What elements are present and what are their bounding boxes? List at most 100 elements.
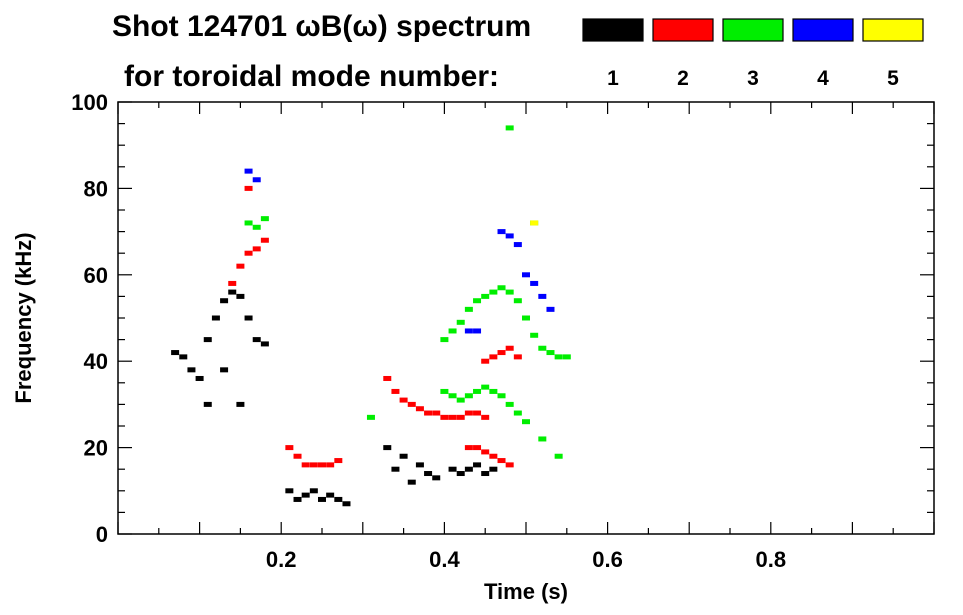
point-1-16	[293, 496, 302, 502]
point-2-10	[318, 462, 326, 468]
point-1-11	[260, 341, 269, 347]
point-1-31	[456, 471, 465, 477]
point-3-11	[497, 285, 506, 291]
point-2-29	[489, 453, 498, 459]
point-1-30	[448, 466, 457, 472]
point-2-18	[424, 410, 433, 416]
point-1-23	[383, 445, 392, 451]
point-2-14	[391, 388, 400, 394]
point-2-2	[244, 250, 253, 256]
y-tick-label: 20	[84, 436, 108, 461]
point-3-15	[530, 332, 539, 338]
point-1-7	[228, 289, 237, 295]
series-1	[171, 289, 498, 507]
point-1-8	[236, 293, 245, 299]
point-3-4	[440, 337, 449, 343]
legend: 1 2 3 4 5	[582, 18, 924, 90]
x-tick-label: 0.6	[592, 547, 623, 572]
point-2-8	[301, 462, 310, 468]
point-2-3	[252, 246, 261, 252]
point-1-15	[285, 488, 294, 494]
point-2-32	[481, 358, 490, 364]
point-2-30	[497, 458, 506, 464]
legend-label-4: 4	[817, 67, 829, 90]
point-3-8	[473, 298, 482, 304]
point-2-12	[334, 458, 343, 464]
legend-label-1: 1	[607, 67, 619, 90]
point-2-7	[293, 453, 302, 459]
point-2-34	[497, 350, 506, 356]
point-1-6	[220, 298, 229, 304]
point-1-4	[203, 337, 212, 343]
point-2-25	[481, 414, 490, 420]
point-3-22	[456, 397, 465, 403]
point-3-2	[260, 216, 269, 222]
point-1-22	[342, 501, 351, 507]
point-2-31	[505, 462, 514, 468]
point-3-12	[505, 289, 514, 295]
point-3-10	[489, 289, 498, 295]
point-2-16	[407, 401, 416, 407]
point-1-17	[301, 492, 310, 498]
point-3-28	[505, 401, 514, 407]
point-1-33	[473, 462, 482, 468]
point-3-32	[554, 453, 563, 459]
point-4-6	[513, 242, 522, 248]
point-3-0	[244, 220, 253, 226]
point-2-11	[326, 462, 335, 468]
point-1-20	[326, 492, 335, 498]
point-2-0	[228, 280, 237, 286]
point-2-26	[464, 445, 473, 451]
point-3-14	[522, 315, 530, 321]
point-4-8	[530, 280, 539, 286]
point-5-0	[530, 220, 539, 226]
point-4-9	[538, 293, 547, 299]
tick-labels: 0.2 0.4 0.6 0.8 0 20 40 60 80 100	[71, 90, 786, 572]
point-4-1	[252, 177, 261, 183]
point-2-23	[464, 410, 473, 416]
y-tick-label: 0	[96, 522, 108, 547]
point-4-7	[522, 272, 530, 278]
point-3-31	[538, 436, 547, 442]
point-1-10	[252, 337, 261, 343]
point-2-15	[399, 397, 408, 403]
point-3-5	[448, 328, 457, 334]
x-tick-label: 0.2	[266, 547, 297, 572]
point-2-9	[309, 462, 318, 468]
x-tick-label: 0.8	[756, 547, 787, 572]
point-3-26	[489, 388, 498, 394]
point-2-27	[473, 445, 482, 451]
point-1-2	[187, 367, 196, 373]
series-3	[244, 125, 571, 459]
point-3-24	[473, 388, 482, 394]
point-3-9	[481, 293, 490, 299]
legend-swatch-5	[862, 18, 924, 42]
point-4-3	[473, 328, 482, 334]
point-2-6	[285, 445, 294, 451]
point-1-29	[432, 475, 441, 481]
point-1-3	[195, 375, 204, 381]
point-1-26	[407, 479, 416, 485]
point-3-6	[456, 319, 465, 325]
point-1-9	[244, 315, 253, 321]
point-3-17	[546, 350, 555, 356]
point-4-10	[546, 306, 555, 312]
point-2-24	[473, 410, 482, 416]
legend-label-5: 5	[887, 67, 899, 90]
point-2-35	[505, 345, 514, 351]
point-3-19	[562, 354, 571, 360]
point-1-24	[391, 466, 400, 472]
series-2	[228, 185, 522, 468]
chart-title-line1: Shot 124701 ωB(ω) spectrum	[112, 10, 531, 43]
point-1-1	[179, 354, 188, 360]
legend-label-2: 2	[677, 67, 689, 90]
legend-swatch-4	[792, 18, 854, 42]
point-3-29	[513, 410, 522, 416]
point-2-21	[448, 414, 457, 420]
axis-ticks	[117, 101, 935, 535]
spectrum-marks	[171, 125, 571, 507]
point-1-5	[211, 315, 220, 321]
y-tick-label: 40	[84, 349, 108, 374]
x-tick-label: 0.4	[429, 547, 460, 572]
point-4-5	[505, 233, 514, 239]
